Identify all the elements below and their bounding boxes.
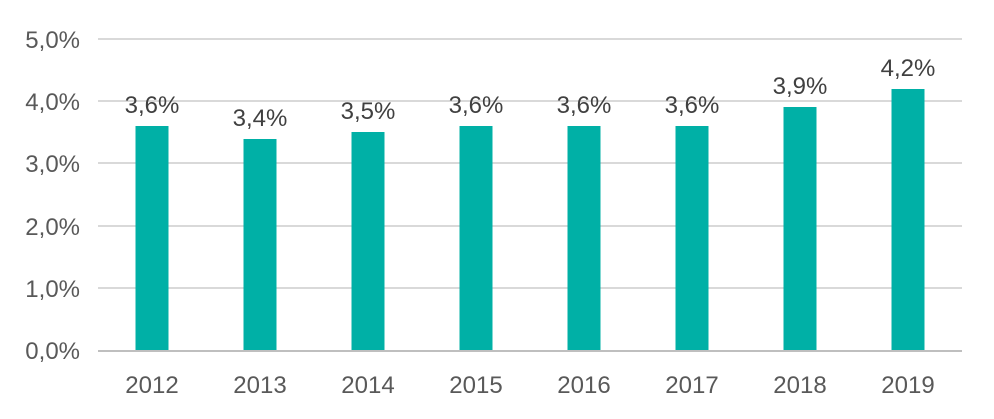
data-label-2019: 4,2% — [880, 54, 936, 82]
x-tick-label-2018: 2018 — [773, 372, 827, 399]
category-column-2019: 4,2% — [854, 41, 962, 350]
x-tick-label-2019: 2019 — [881, 372, 935, 399]
data-label-2015: 3,6% — [448, 92, 504, 120]
bar-2015 — [459, 126, 493, 350]
bar-2018 — [783, 107, 817, 350]
bar-2019 — [891, 88, 925, 350]
bar-2014 — [351, 132, 385, 350]
x-tick-label-2013: 2013 — [233, 372, 287, 399]
y-tick-label: 5,0% — [25, 27, 80, 54]
x-tick-label-2012: 2012 — [125, 372, 179, 399]
gridline — [98, 162, 962, 165]
data-label-2018: 3,9% — [772, 73, 828, 101]
x-tick-label-2016: 2016 — [557, 372, 611, 399]
bar-2012 — [135, 126, 169, 350]
bar-2013 — [243, 138, 277, 350]
x-tick-label-2015: 2015 — [449, 372, 503, 399]
y-tick-label: 4,0% — [25, 89, 80, 117]
gridline — [98, 224, 962, 227]
bar-2017 — [675, 126, 709, 350]
data-label-2012: 3,6% — [124, 92, 180, 120]
category-column-2014: 3,5% — [314, 41, 422, 350]
y-tick-label: 3,0% — [25, 151, 80, 179]
y-tick-label: 0,0% — [25, 338, 80, 365]
data-label-2013: 3,4% — [232, 104, 288, 132]
data-label-2016: 3,6% — [556, 92, 612, 120]
y-tick-label: 1,0% — [25, 275, 80, 303]
gridline — [98, 286, 962, 289]
plot-area: 3,6% 3,4% 3,5% 3,6% 3,6% 3,6% 3,9% 4,2% — [98, 38, 962, 352]
x-tick-label-2017: 2017 — [665, 372, 719, 399]
category-column-2015: 3,6% — [422, 41, 530, 350]
gridline — [98, 38, 962, 40]
category-column-2012: 3,6% — [98, 41, 206, 350]
bar-2016 — [567, 126, 601, 350]
x-tick-label-2014: 2014 — [341, 372, 395, 399]
category-column-2016: 3,6% — [530, 41, 638, 350]
data-label-2014: 3,5% — [340, 98, 396, 126]
y-tick-label: 2,0% — [25, 213, 80, 241]
category-column-2017: 3,6% — [638, 41, 746, 350]
data-label-2017: 3,6% — [664, 92, 720, 120]
category-column-2013: 3,4% — [206, 41, 314, 350]
category-column-2018: 3,9% — [746, 41, 854, 350]
gridline — [98, 100, 962, 103]
